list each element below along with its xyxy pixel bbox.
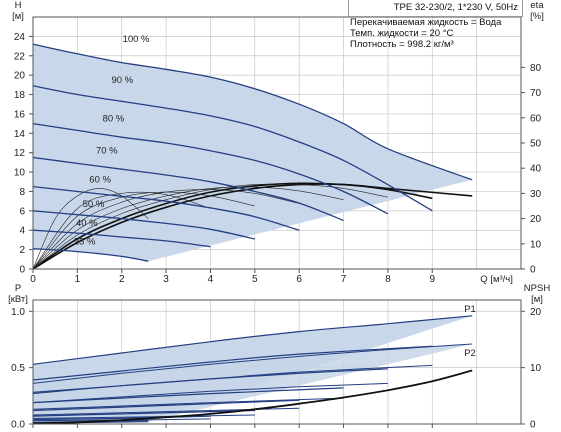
qh-y2-axis-title: [%] bbox=[530, 11, 544, 22]
p1-curve bbox=[32, 399, 300, 412]
qh-curve bbox=[32, 122, 389, 215]
qh-ytick-label: 6 bbox=[19, 206, 25, 217]
info-line-density: Плотность = 998.2 кг/м³ bbox=[350, 39, 454, 51]
qh-curve bbox=[32, 229, 211, 248]
qh-y2tick-label: 30 bbox=[530, 189, 542, 200]
p1-curve bbox=[32, 415, 211, 421]
qh-y2tick-label: 20 bbox=[530, 214, 542, 225]
qh-ytick-label: 14 bbox=[14, 129, 26, 140]
qh-y2tick-label: 40 bbox=[530, 164, 542, 175]
npsh-curve bbox=[32, 369, 473, 425]
power-y2tick-label: 20 bbox=[530, 307, 542, 318]
power-ytick-label: 0.0 bbox=[11, 420, 25, 431]
p1-label: P1 bbox=[464, 304, 476, 315]
p2-label: P2 bbox=[464, 348, 476, 359]
p1-curve bbox=[32, 409, 255, 417]
qh-curve bbox=[32, 247, 149, 262]
qh-curve bbox=[32, 185, 300, 231]
qh-curve bbox=[32, 210, 255, 240]
qh-ytick-label: 4 bbox=[19, 226, 25, 237]
power-y2tick-label: 10 bbox=[530, 363, 542, 374]
qh-operating-band bbox=[33, 44, 473, 262]
qh-y2tick-label: 10 bbox=[530, 239, 542, 250]
qh-xtick-label: 2 bbox=[119, 274, 125, 285]
efficiency-curve bbox=[32, 191, 255, 270]
qh-ytick-label: 18 bbox=[14, 90, 26, 101]
efficiency-curve bbox=[32, 191, 211, 270]
qh-xtick-label: 9 bbox=[429, 274, 435, 285]
speed-label: 25 % bbox=[74, 237, 96, 248]
qh-y2tick-label: 50 bbox=[530, 139, 542, 150]
power-y2-axis-title: [м] bbox=[531, 294, 543, 305]
q-axis-title: Q [м³/ч] bbox=[480, 274, 513, 285]
power-ytick-label: 0.5 bbox=[11, 363, 25, 374]
p1-curve bbox=[32, 315, 473, 365]
p2-curve bbox=[32, 397, 344, 410]
label-layer: H[м]eta[%]Q [м³/ч]100 %90 %80 %70 %60 %5… bbox=[8, 0, 550, 359]
p2-band bbox=[33, 344, 473, 423]
curve-layer bbox=[32, 43, 473, 425]
qh-curve bbox=[32, 43, 473, 181]
power-frame bbox=[32, 299, 522, 425]
p2-curve bbox=[32, 382, 388, 404]
power-y2tick-label: 0 bbox=[530, 420, 536, 431]
qh-ytick-label: 2 bbox=[19, 245, 25, 256]
speed-label: 40 % bbox=[76, 218, 98, 229]
qh-y-axis-title: H bbox=[15, 0, 22, 11]
qh-xtick-label: 0 bbox=[30, 274, 36, 285]
qh-y2tick-label: 0 bbox=[530, 265, 536, 276]
qh-y2-axis-title: eta bbox=[530, 0, 544, 11]
qh-curve bbox=[32, 85, 433, 212]
qh-ytick-label: 8 bbox=[19, 187, 25, 198]
speed-label: 50 % bbox=[83, 199, 105, 210]
pump-model-title: TPE 32-230/2, 1*230 V, 50Hz bbox=[348, 0, 523, 17]
speed-label: 70 % bbox=[96, 146, 118, 157]
qh-xtick-label: 4 bbox=[208, 274, 214, 285]
info-line-liquid: Перекачиваемая жидкость = Вода bbox=[350, 17, 502, 28]
qh-y2tick-label: 80 bbox=[530, 63, 542, 74]
power-ytick-label: 1.0 bbox=[11, 307, 25, 318]
speed-label: 80 % bbox=[103, 114, 125, 125]
qh-xtick-label: 8 bbox=[385, 274, 391, 285]
qh-ytick-label: 16 bbox=[14, 109, 26, 120]
band-layer bbox=[33, 44, 473, 423]
qh-curve bbox=[32, 156, 344, 222]
p1-curve bbox=[32, 345, 433, 381]
qh-ytick-label: 24 bbox=[14, 32, 26, 43]
qh-y2tick-label: 70 bbox=[530, 88, 542, 99]
qh-y-axis-title: [м] bbox=[12, 11, 24, 22]
speed-label: 90 % bbox=[111, 75, 133, 86]
qh-xtick-label: 5 bbox=[252, 274, 258, 285]
qh-xtick-label: 7 bbox=[341, 274, 347, 285]
p2-curve bbox=[32, 343, 473, 384]
speed-label: 100 % bbox=[123, 34, 150, 45]
p2-curve bbox=[32, 364, 433, 395]
qh-ytick-label: 20 bbox=[14, 71, 26, 82]
qh-ytick-label: 12 bbox=[14, 148, 26, 159]
p1-curve bbox=[32, 387, 344, 404]
qh-xtick-label: 6 bbox=[296, 274, 302, 285]
qh-y2tick-label: 60 bbox=[530, 113, 542, 124]
power-y-axis-title: [кВт] bbox=[8, 294, 28, 305]
info-box: TPE 32-230/2, 1*230 V, 50Hz Перекачиваем… bbox=[348, 0, 523, 51]
efficiency-curve bbox=[32, 182, 433, 270]
efficiency-curve bbox=[32, 188, 149, 270]
efficiency-curve bbox=[32, 186, 344, 270]
qh-ytick-label: 22 bbox=[14, 51, 26, 62]
info-line-temp: Темп. жидкости = 20 °C bbox=[350, 28, 454, 40]
qh-ytick-label: 10 bbox=[14, 168, 26, 179]
qh-xtick-label: 3 bbox=[163, 274, 169, 285]
power-y-axis-title: P bbox=[15, 283, 21, 294]
power-y2-axis-title: NPSH bbox=[524, 283, 551, 294]
p2-curve bbox=[32, 414, 255, 419]
qh-ytick-label: 0 bbox=[19, 265, 25, 276]
qh-xtick-label: 1 bbox=[75, 274, 81, 285]
speed-label: 60 % bbox=[89, 175, 111, 186]
